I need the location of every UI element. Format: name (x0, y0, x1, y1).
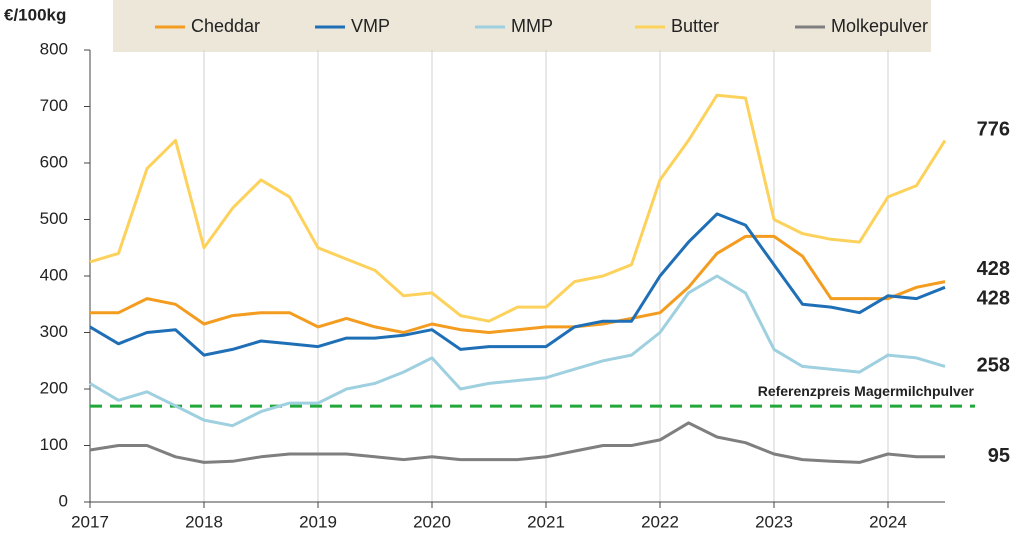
legend-box (113, 0, 931, 52)
legend-label: Butter (671, 16, 719, 36)
x-tick-label: 2024 (869, 512, 907, 531)
reference-label: Referenzpreis Magermilchpulver (758, 383, 975, 399)
series-line (89, 93, 947, 323)
end-label: 428 (977, 258, 1010, 280)
end-label: 776 (977, 118, 1010, 140)
y-axis-label: €/100kg (4, 5, 66, 24)
x-tick-label: 2018 (185, 512, 223, 531)
legend-label: VMP (351, 16, 390, 36)
y-tick-label: 600 (40, 152, 68, 171)
x-tick-label: 2023 (755, 512, 793, 531)
series-line (89, 212, 946, 357)
x-tick-label: 2020 (413, 512, 451, 531)
legend-label: MMP (511, 16, 553, 36)
y-tick-label: 100 (40, 435, 68, 454)
y-tick-label: 300 (40, 322, 68, 341)
end-label: 95 (988, 445, 1010, 467)
end-label: 258 (977, 355, 1010, 377)
y-tick-label: 500 (40, 209, 68, 228)
legend-label: Cheddar (191, 16, 260, 36)
x-tick-label: 2022 (641, 512, 679, 531)
y-tick-label: 0 (59, 491, 68, 510)
x-tick-label: 2017 (71, 512, 109, 531)
x-tick-label: 2021 (527, 512, 565, 531)
series-line (89, 421, 945, 464)
legend-label: Molkepulver (831, 16, 928, 36)
series-line (89, 274, 946, 428)
series-line (90, 234, 946, 334)
y-tick-label: 400 (40, 265, 68, 284)
y-tick-label: 700 (40, 96, 68, 115)
end-label: 428 (977, 288, 1010, 310)
y-tick-label: 800 (40, 39, 68, 58)
x-tick-label: 2019 (299, 512, 337, 531)
y-tick-label: 200 (40, 378, 68, 397)
